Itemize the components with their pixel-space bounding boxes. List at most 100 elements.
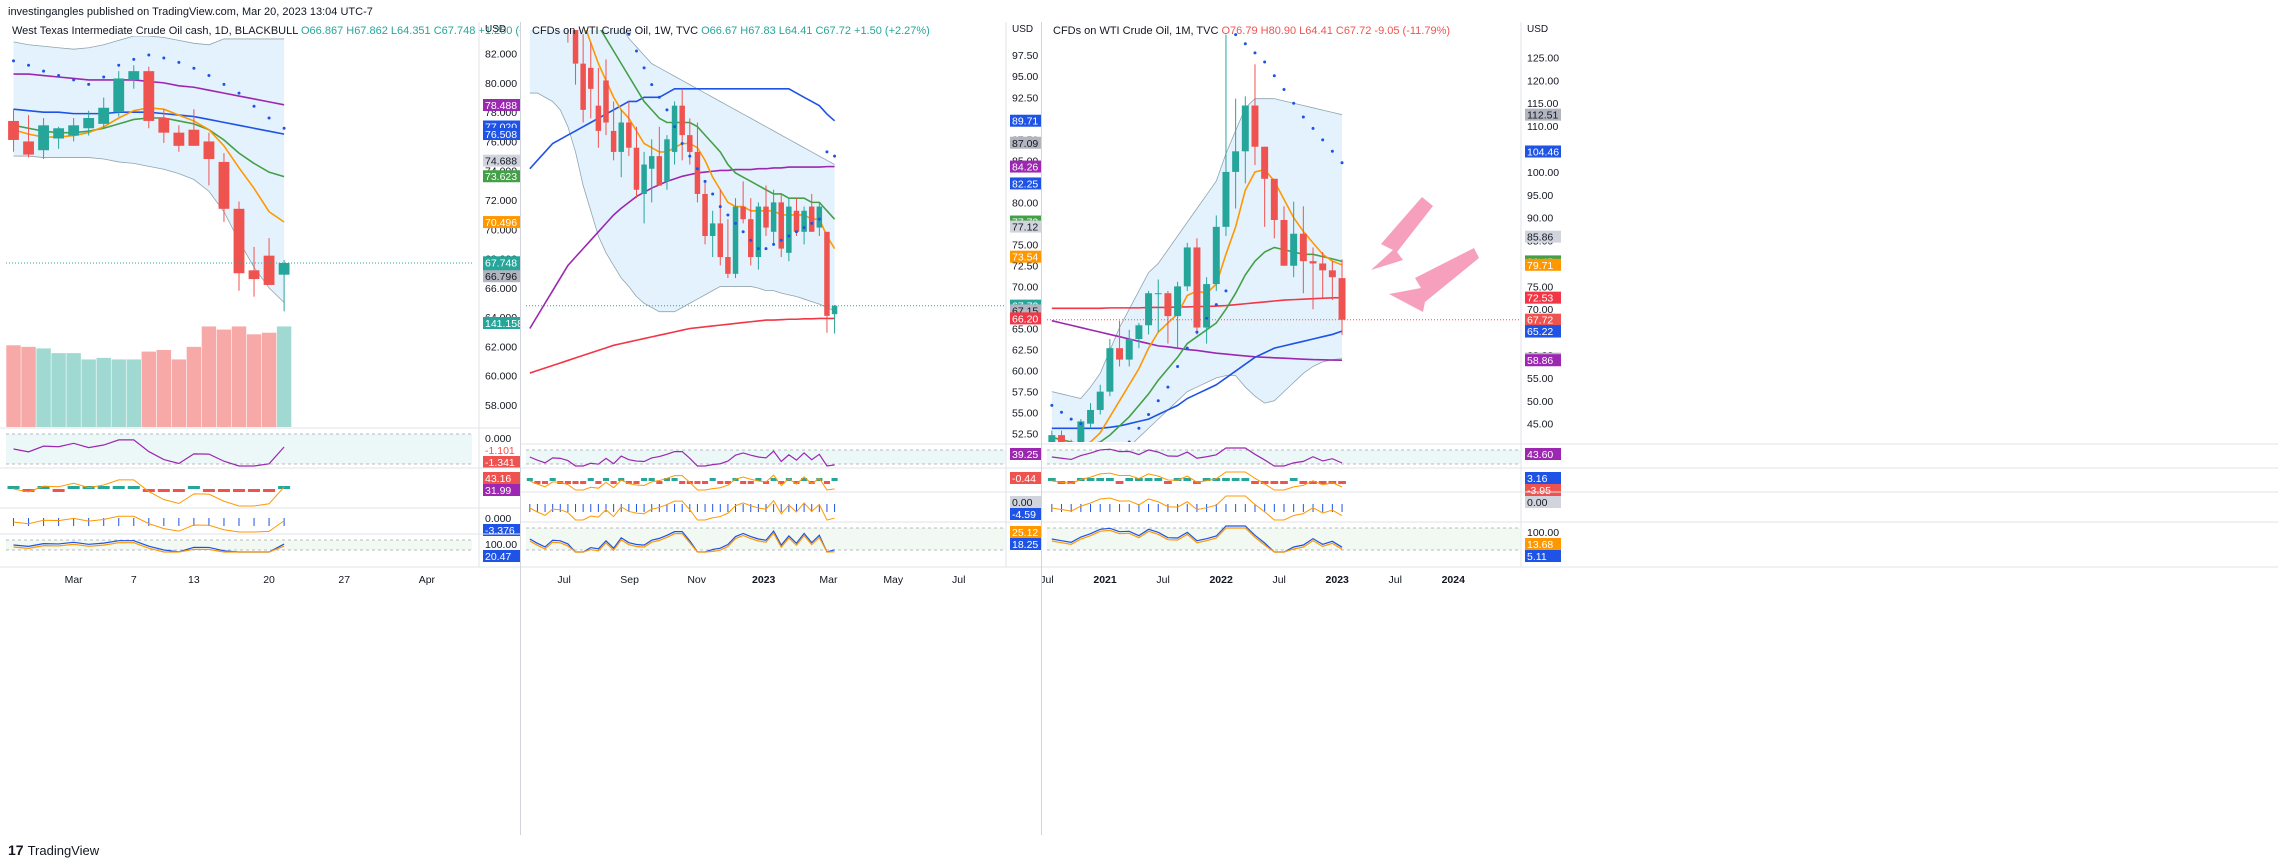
candle-body bbox=[679, 105, 685, 136]
candle-body bbox=[831, 305, 838, 315]
psar-dot bbox=[12, 59, 16, 63]
ohlc-value: H67.862 bbox=[346, 25, 391, 37]
price-badge bbox=[1525, 258, 1561, 271]
price-tick-label: 50.00 bbox=[1527, 396, 1553, 408]
published-header: investingangles published on TradingView… bbox=[8, 6, 373, 18]
chart-panel-daily[interactable]: West Texas Intermediate Crude Oil cash, … bbox=[0, 22, 560, 835]
ma-purple-line bbox=[529, 165, 835, 329]
volume-bar bbox=[156, 350, 172, 427]
candle-body bbox=[8, 120, 19, 140]
title-text: CFDs on WTI Crude Oil, 1W, TVC bbox=[532, 25, 701, 37]
volume-bar bbox=[96, 357, 111, 427]
histogram-bar bbox=[610, 481, 617, 484]
indicator-badge-label: 25.12 bbox=[1012, 527, 1038, 539]
indicator-pane-4 bbox=[526, 527, 1006, 553]
chart-title: West Texas Intermediate Crude Oil cash, … bbox=[12, 25, 520, 37]
histogram-bar bbox=[534, 481, 541, 484]
price-tick-label: 62.000 bbox=[485, 341, 517, 353]
candle-body bbox=[732, 206, 739, 274]
indicator-badge bbox=[483, 456, 529, 468]
histogram-bar bbox=[1231, 478, 1240, 481]
price-badge-label: 74.688 bbox=[485, 156, 517, 168]
price-badge-label: 79.71 bbox=[1527, 260, 1553, 272]
price-badge bbox=[1525, 325, 1561, 338]
indicator-value: 100.00 bbox=[485, 539, 517, 551]
histogram-bar bbox=[142, 489, 155, 492]
price-badge-label: 141.158K bbox=[485, 318, 520, 330]
candle-body bbox=[1203, 284, 1211, 328]
indicator-badge bbox=[1525, 472, 1561, 484]
psar-dot bbox=[734, 221, 738, 225]
candle-body bbox=[656, 156, 663, 186]
time-tick-label: 2022 bbox=[1209, 574, 1233, 586]
tradingview-footer[interactable]: 17 TradingView bbox=[8, 842, 99, 858]
indicator-pane-3 bbox=[529, 499, 836, 521]
chart-panel-monthly[interactable]: CFDs on WTI Crude Oil, 1M, TVC O76.79 H8… bbox=[1040, 22, 2278, 835]
candle-body bbox=[1338, 278, 1346, 320]
time-tick-label: Jul bbox=[1156, 574, 1169, 586]
histogram-bar bbox=[172, 489, 185, 492]
candle-body bbox=[68, 125, 80, 136]
candle-body bbox=[618, 122, 624, 152]
histogram-bar bbox=[202, 489, 215, 492]
price-tick-label: 60.000 bbox=[485, 371, 517, 383]
candle-body bbox=[143, 71, 155, 121]
candle-body bbox=[83, 118, 95, 129]
candle-body bbox=[748, 219, 754, 258]
candle-body bbox=[1309, 261, 1317, 264]
price-badge bbox=[1010, 136, 1046, 149]
price-tick-label: 95.00 bbox=[1527, 190, 1553, 202]
price-tick-label: 55.00 bbox=[1012, 408, 1038, 420]
title-text: West Texas Intermediate Crude Oil cash, … bbox=[12, 25, 301, 37]
volume-bar bbox=[201, 326, 217, 427]
time-tick-label: 27 bbox=[338, 574, 350, 586]
psar-dot bbox=[703, 179, 707, 183]
histogram-bar bbox=[232, 489, 246, 492]
chart-panel-weekly[interactable]: CFDs on WTI Crude Oil, 1W, TVC O66.67 H6… bbox=[520, 22, 1046, 835]
histogram-bar bbox=[37, 486, 50, 489]
candle-body bbox=[694, 151, 701, 194]
indicator-pane-2 bbox=[1047, 471, 1346, 491]
ohlc-value: O66.867 bbox=[301, 25, 346, 37]
histogram-bar bbox=[770, 478, 777, 481]
histogram-bar bbox=[656, 481, 663, 484]
psar-dot bbox=[741, 230, 745, 234]
price-plot-area bbox=[6, 36, 292, 427]
time-tick-label: Jul bbox=[1272, 574, 1285, 586]
candle-body bbox=[158, 118, 170, 133]
histogram-bar bbox=[1338, 481, 1346, 484]
ohlc-value: O76.79 bbox=[1222, 25, 1261, 37]
psar-dot bbox=[825, 150, 829, 154]
psar-dot bbox=[756, 247, 760, 251]
candle-body bbox=[1154, 293, 1162, 295]
weekly-chart-svg[interactable]: CFDs on WTI Crude Oil, 1W, TVC O66.67 H6… bbox=[520, 22, 1046, 835]
stoch-d-line bbox=[1051, 527, 1343, 553]
candle-body bbox=[717, 223, 724, 258]
candle-body bbox=[23, 141, 34, 155]
tradingview-brand: TradingView bbox=[27, 842, 100, 858]
candle-body bbox=[626, 122, 632, 148]
daily-chart-svg[interactable]: West Texas Intermediate Crude Oil cash, … bbox=[0, 22, 560, 835]
ohlc-value: -9.05 (-11.79%) bbox=[1374, 25, 1450, 37]
signal-line bbox=[13, 479, 285, 507]
candle-body bbox=[1319, 263, 1327, 271]
signal-line bbox=[13, 515, 285, 533]
histogram-bar bbox=[542, 481, 549, 484]
histogram-bar bbox=[831, 478, 838, 481]
monthly-chart-svg[interactable]: CFDs on WTI Crude Oil, 1M, TVC O76.79 H8… bbox=[1040, 22, 2278, 835]
indicator-badge bbox=[1010, 526, 1046, 538]
ohlc-value: C67.72 bbox=[815, 25, 854, 37]
histogram-bar bbox=[1260, 481, 1269, 484]
indicator-band bbox=[526, 450, 1006, 464]
signal-line bbox=[529, 474, 835, 491]
histogram-bar bbox=[1289, 478, 1298, 481]
price-tick-label: 72.000 bbox=[485, 195, 517, 207]
histogram-bar bbox=[740, 481, 747, 484]
histogram-bar bbox=[618, 478, 625, 481]
histogram-bar bbox=[1299, 481, 1308, 484]
time-tick-label: Jul bbox=[1041, 574, 1054, 586]
histogram-bar bbox=[816, 478, 823, 481]
psar-dot bbox=[779, 238, 783, 242]
price-tick-label: 70.00 bbox=[1012, 281, 1038, 293]
indicator-badge bbox=[1010, 448, 1046, 460]
